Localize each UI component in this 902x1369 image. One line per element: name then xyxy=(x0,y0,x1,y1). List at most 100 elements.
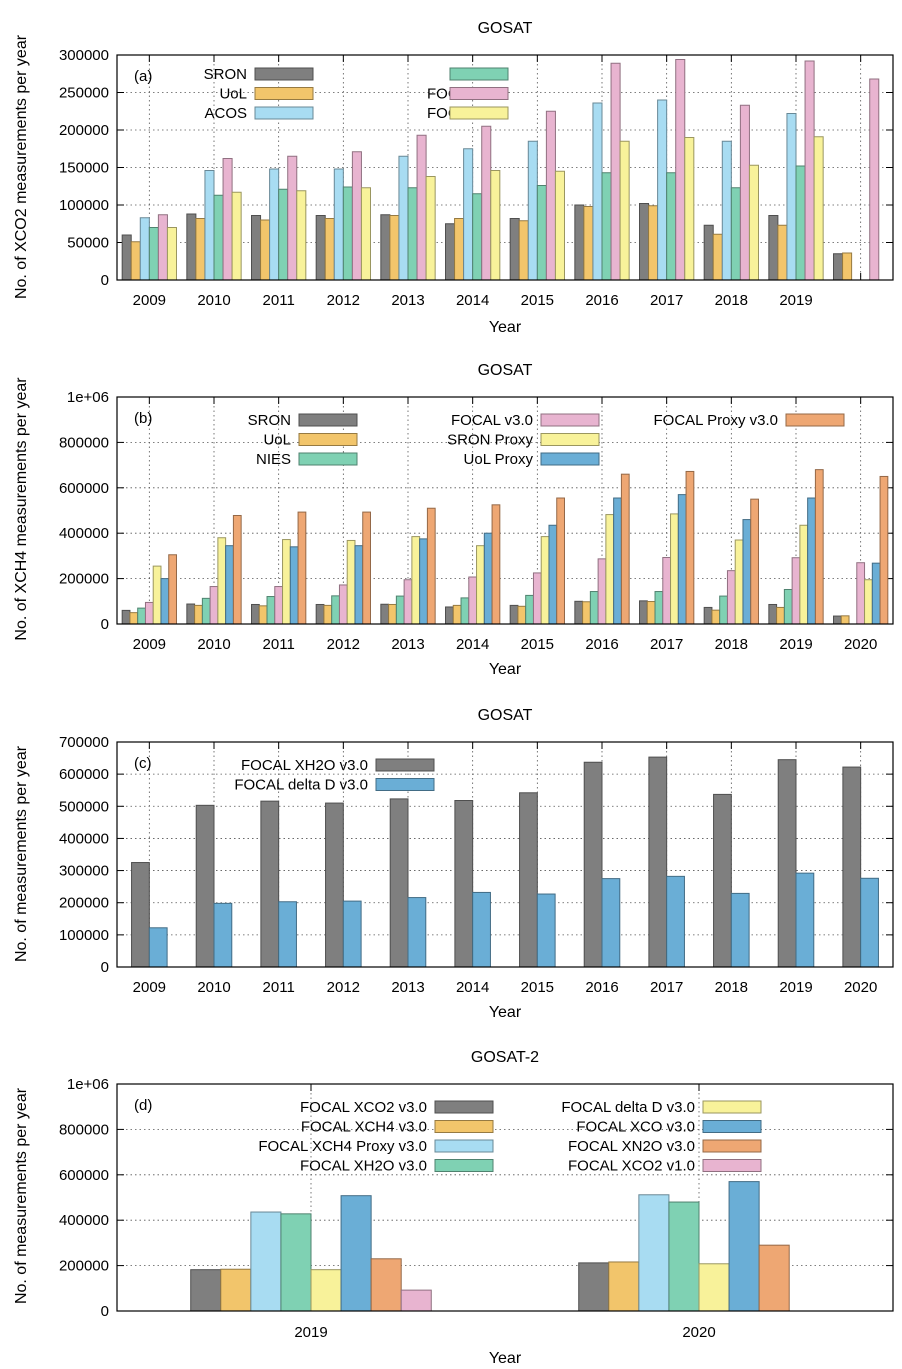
y-tick-label: 200000 xyxy=(59,895,109,912)
y-tick-label: 200000 xyxy=(59,1258,109,1275)
bar-uol-2011 xyxy=(258,605,268,625)
y-axis-label: No. of XCH4 measurements per year xyxy=(13,377,30,641)
bar-focal-v1.0-2016 xyxy=(619,140,630,281)
bar-focal-v3.0-2018 xyxy=(726,570,736,625)
bar-nies-2013 xyxy=(395,595,405,625)
chart-title: GOSAT xyxy=(478,707,533,724)
bar-uol-2013 xyxy=(388,603,397,625)
bar-uol-proxy-2014 xyxy=(483,532,493,625)
legend-swatch xyxy=(702,1139,762,1153)
bar-nies-2011 xyxy=(278,188,289,281)
bar-focal-v3.0-2011 xyxy=(287,155,298,281)
bar-sron-2014 xyxy=(445,606,454,625)
x-tick-label: 2019 xyxy=(779,292,812,309)
bar-uol-2010 xyxy=(194,604,203,625)
bar-uol-2019 xyxy=(777,224,788,281)
bar-focal-v3.0-2016 xyxy=(610,62,621,281)
bar-focal-xn2o-v3.0-2020 xyxy=(758,1244,790,1312)
bar-uol-2017 xyxy=(646,601,656,625)
bar-uol-2019 xyxy=(776,606,785,625)
bar-sron-2016 xyxy=(574,204,585,281)
bar-sron-proxy-2014 xyxy=(476,545,485,625)
bar-nies-2016 xyxy=(601,172,612,281)
plot-frame xyxy=(116,396,894,625)
legend-label: UoL Proxy xyxy=(464,451,534,468)
bar-nies-2019 xyxy=(783,588,793,625)
y-axis-label: No. of measurements per year xyxy=(13,745,30,962)
bar-focal-xn2o-v3.0-2019 xyxy=(370,1258,402,1312)
bar-focal-proxy-v3.0-2016 xyxy=(620,473,630,625)
bar-sron-2010 xyxy=(186,213,197,281)
legend-label: FOCAL XCO v3.0 xyxy=(576,1119,695,1136)
bar-focal-xh2o-v3.0-2009 xyxy=(131,862,150,968)
x-tick-label: 2018 xyxy=(715,979,748,996)
bar-focal-delta-d-v3.0-2020 xyxy=(698,1263,730,1312)
chart-title: GOSAT-2 xyxy=(471,1049,539,1066)
bar-focal-delta-d-v3.0-2009 xyxy=(148,927,168,968)
bar-focal-delta-d-v3.0-2018 xyxy=(730,892,750,968)
bar-focal-proxy-v3.0-2009 xyxy=(168,554,177,625)
x-axis-label: Year xyxy=(489,1350,522,1367)
y-tick-label: 800000 xyxy=(59,1121,109,1138)
bar-focal-v3.0-2010 xyxy=(209,586,219,625)
bar-focal-xco-v3.0-2019 xyxy=(340,1195,372,1312)
y-tick-label: 700000 xyxy=(59,734,109,751)
bar-uol-proxy-2017 xyxy=(677,494,687,625)
y-tick-label: 50000 xyxy=(67,235,109,252)
bar-focal-v3.0-2014 xyxy=(481,125,492,281)
bar-focal-v3.0-2013 xyxy=(416,134,427,281)
legend-swatch xyxy=(375,758,435,772)
bar-focal-proxy-v3.0-2017 xyxy=(685,470,695,625)
x-tick-label: 2009 xyxy=(133,292,166,309)
bar-focal-v3.0-2015 xyxy=(545,110,556,281)
bar-focal-delta-d-v3.0-2013 xyxy=(407,897,427,968)
x-tick-label: 2018 xyxy=(715,292,748,309)
legend-swatch xyxy=(540,413,600,427)
legend-label: FOCAL XN2O v3.0 xyxy=(568,1138,695,1155)
legend-label: FOCAL XCO2 v3.0 xyxy=(300,1099,427,1116)
x-tick-label: 2019 xyxy=(779,636,812,653)
y-tick-label: 200000 xyxy=(59,122,109,139)
bar-sron-proxy-2017 xyxy=(670,513,679,625)
bar-sron-proxy-2009 xyxy=(152,565,162,625)
bar-uol-proxy-2016 xyxy=(613,497,622,625)
bar-nies-2011 xyxy=(266,596,276,625)
bar-focal-xh2o-v3.0-2017 xyxy=(648,756,668,968)
bar-acos-2011 xyxy=(269,168,280,281)
bar-sron-proxy-2011 xyxy=(282,539,291,625)
panel-label: (d) xyxy=(134,1097,152,1114)
bar-focal-v3.0-2017 xyxy=(662,556,672,625)
bar-acos-2019 xyxy=(786,113,797,281)
y-tick-label: 1e+06 xyxy=(67,389,109,406)
x-tick-label: 2009 xyxy=(133,979,166,996)
bar-focal-delta-d-v3.0-2014 xyxy=(472,891,491,968)
panel-label: (b) xyxy=(134,410,152,427)
bar-focal-v3.0-2012 xyxy=(338,584,348,625)
x-tick-label: 2016 xyxy=(585,979,618,996)
legend-swatch xyxy=(449,67,509,81)
bar-uol-proxy-2009 xyxy=(160,578,170,625)
bar-nies-2015 xyxy=(525,594,534,625)
x-tick-label: 2015 xyxy=(521,636,554,653)
y-tick-label: 0 xyxy=(101,272,109,289)
bar-focal-xh2o-v3.0-2019 xyxy=(280,1213,312,1312)
bar-uol-2015 xyxy=(518,220,529,281)
plot-frame xyxy=(116,54,894,281)
bar-sron-proxy-2019 xyxy=(799,524,809,625)
bar-focal-xh2o-v3.0-2011 xyxy=(260,800,280,968)
legend-label: NIES xyxy=(256,451,291,468)
x-tick-label: 2010 xyxy=(197,292,230,309)
bar-sron-proxy-2016 xyxy=(605,514,615,625)
bar-focal-xch4-proxy-v3.0-2019 xyxy=(250,1211,282,1312)
bar-focal-proxy-v3.0-2011 xyxy=(297,511,307,625)
bar-acos-2018 xyxy=(721,140,732,281)
legend-swatch xyxy=(434,1139,494,1153)
bar-focal-xh2o-v3.0-2020 xyxy=(842,766,862,968)
bar-uol-2016 xyxy=(582,601,591,625)
chart-panel-3: GOSAT 0 100000 200000 300000 400000 500000 6000… xyxy=(13,707,894,1021)
bar-focal-v3.0-2012 xyxy=(351,151,362,281)
bar-uol-extra xyxy=(842,252,853,281)
bar-uol-2016 xyxy=(583,206,594,281)
x-tick-label: 2020 xyxy=(682,1324,715,1341)
bar-sron-2010 xyxy=(186,603,196,625)
